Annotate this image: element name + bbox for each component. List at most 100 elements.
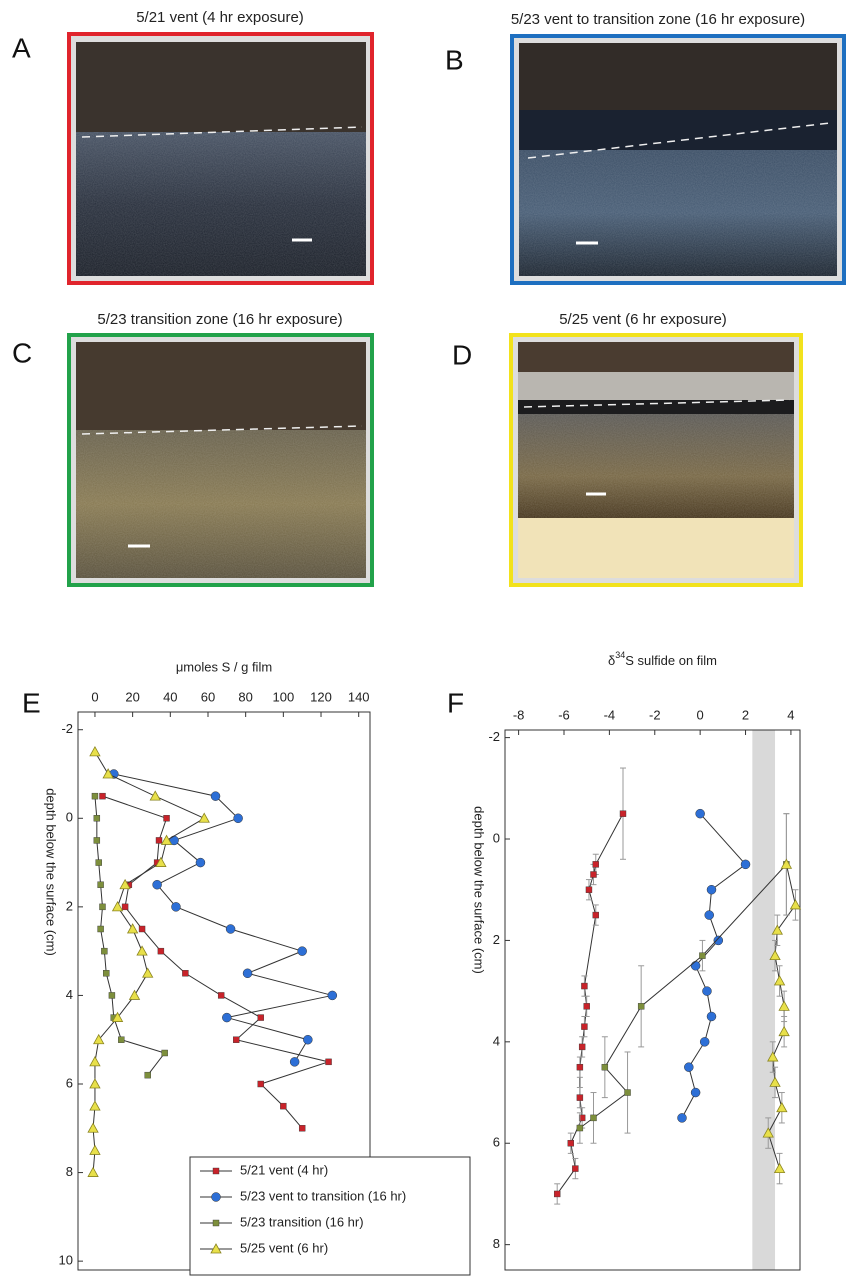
legend-box bbox=[189, 1156, 471, 1276]
point bbox=[780, 858, 793, 869]
y-tick-label: -2 bbox=[61, 721, 73, 736]
y-tick-label: 8 bbox=[66, 1164, 73, 1179]
y-tick-label: 4 bbox=[493, 1033, 500, 1048]
legend-marker bbox=[212, 1167, 220, 1175]
legend-marker bbox=[211, 1192, 221, 1202]
panel-label: E bbox=[22, 687, 41, 718]
point bbox=[118, 1036, 125, 1043]
x-axis-label-sup: 34 bbox=[615, 650, 625, 660]
point bbox=[121, 903, 129, 911]
point bbox=[89, 1056, 101, 1067]
legend-label: 5/23 transition (16 hr) bbox=[240, 1214, 364, 1229]
point bbox=[699, 952, 706, 959]
point bbox=[325, 1058, 332, 1066]
point bbox=[225, 924, 236, 934]
dashed-line bbox=[527, 122, 831, 159]
point bbox=[289, 1057, 300, 1067]
point bbox=[111, 1011, 124, 1022]
point bbox=[108, 992, 116, 999]
y-tick-label: 2 bbox=[66, 898, 73, 913]
point bbox=[771, 924, 783, 935]
point bbox=[103, 970, 110, 977]
point bbox=[93, 815, 101, 822]
point bbox=[87, 1166, 99, 1177]
point bbox=[592, 861, 599, 868]
point bbox=[778, 1000, 790, 1011]
point bbox=[89, 1078, 101, 1089]
point bbox=[592, 911, 599, 919]
point bbox=[581, 1023, 588, 1030]
point bbox=[776, 1101, 788, 1113]
x-tick-label: -6 bbox=[558, 707, 570, 722]
point bbox=[97, 881, 104, 888]
point bbox=[93, 1033, 105, 1045]
point bbox=[111, 901, 124, 912]
series-line bbox=[113, 773, 333, 1063]
point bbox=[704, 910, 714, 920]
point bbox=[89, 746, 101, 757]
point bbox=[677, 1113, 687, 1123]
point bbox=[590, 1114, 597, 1122]
point bbox=[195, 857, 206, 868]
point bbox=[155, 837, 163, 844]
point bbox=[149, 790, 161, 801]
point bbox=[762, 1127, 774, 1138]
point bbox=[327, 990, 338, 1001]
photo-texture bbox=[76, 430, 366, 578]
point bbox=[99, 903, 106, 911]
point bbox=[706, 884, 717, 895]
y-tick-label: 2 bbox=[493, 932, 500, 947]
legend-marker bbox=[210, 1243, 222, 1254]
x-tick-label: 40 bbox=[163, 689, 177, 704]
point bbox=[155, 856, 167, 867]
x-tick-label: 80 bbox=[238, 689, 252, 704]
photo-texture bbox=[519, 150, 837, 276]
point bbox=[93, 837, 101, 844]
photo bbox=[518, 518, 794, 578]
point bbox=[297, 946, 307, 956]
point bbox=[280, 1102, 287, 1110]
point bbox=[198, 812, 210, 823]
y-tick-label: 4 bbox=[66, 987, 73, 1002]
point bbox=[576, 1124, 584, 1132]
point bbox=[99, 792, 106, 800]
point bbox=[699, 1037, 710, 1047]
legend-marker bbox=[212, 1219, 220, 1227]
point bbox=[89, 1100, 101, 1111]
point bbox=[257, 1080, 264, 1088]
photo bbox=[518, 372, 794, 404]
point bbox=[767, 1051, 779, 1062]
x-tick-label: 2 bbox=[742, 707, 749, 722]
panel-title: 5/23 vent to transition zone (16 hr expo… bbox=[511, 11, 805, 28]
y-tick-label: 6 bbox=[66, 1075, 73, 1090]
x-tick-label: 60 bbox=[201, 689, 215, 704]
point bbox=[769, 949, 781, 961]
panel-title: 5/21 vent (4 hr exposure) bbox=[136, 9, 304, 26]
point bbox=[706, 1011, 717, 1022]
x-tick-label: 140 bbox=[348, 689, 370, 704]
point bbox=[601, 1063, 609, 1071]
point bbox=[257, 1014, 264, 1021]
x-tick-label: 120 bbox=[310, 689, 332, 704]
panel-title: 5/23 transition zone (16 hr exposure) bbox=[97, 311, 342, 328]
point bbox=[773, 975, 786, 986]
photo bbox=[518, 400, 794, 414]
point bbox=[789, 899, 802, 910]
point bbox=[142, 967, 154, 978]
y-tick-label: -2 bbox=[488, 729, 500, 744]
point bbox=[585, 886, 593, 893]
x-axis-label: μmoles S / g film bbox=[176, 659, 272, 674]
point bbox=[126, 923, 139, 934]
photo bbox=[519, 110, 837, 155]
photo-panels bbox=[67, 32, 846, 587]
y-tick-label: 10 bbox=[59, 1253, 73, 1268]
point bbox=[182, 970, 189, 977]
point bbox=[578, 1043, 586, 1051]
point bbox=[119, 878, 131, 890]
point bbox=[553, 1190, 561, 1198]
legend-label: 5/23 vent to transition (16 hr) bbox=[240, 1188, 406, 1203]
panel-label: B bbox=[445, 44, 464, 75]
plot-frame bbox=[504, 729, 801, 1271]
y-tick-label: 0 bbox=[66, 810, 73, 825]
